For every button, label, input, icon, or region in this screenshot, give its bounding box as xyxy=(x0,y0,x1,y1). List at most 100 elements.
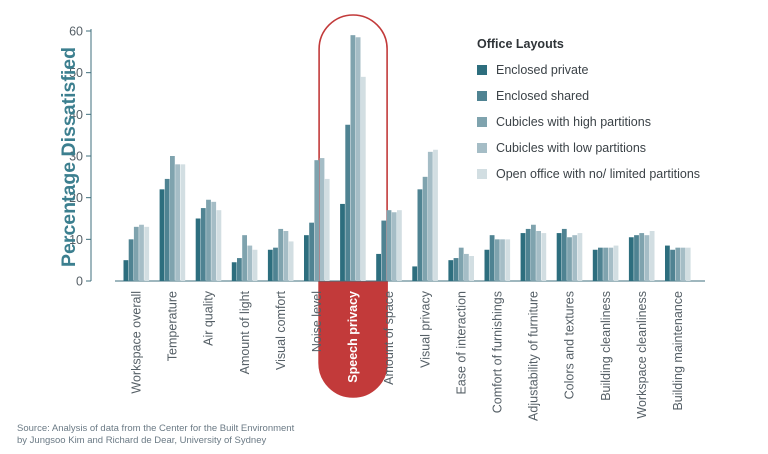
x-tick-label-visual-privacy: Visual privacy xyxy=(418,290,432,368)
x-tick-label-amount-of-space: Amount of space xyxy=(382,291,396,385)
bar-enclosed-private-visual-privacy xyxy=(412,266,418,281)
bar-cubicles-with-high-partitions-speech-privacy xyxy=(350,35,356,281)
x-tick-label-ease-of-interaction: Ease of interaction xyxy=(454,291,468,395)
bar-open-office-with-no-limited-partitions-ease-of-interaction xyxy=(469,256,474,281)
bar-cubicles-with-low-partitions-noise-level xyxy=(319,158,325,281)
bar-cubicles-with-high-partitions-colors-and-textures xyxy=(567,237,572,281)
bar-cubicles-with-low-partitions-amount-of-space xyxy=(391,212,397,281)
y-tick-label: 40 xyxy=(69,108,83,122)
bar-enclosed-private-temperature xyxy=(159,189,165,281)
bar-enclosed-private-noise-level xyxy=(304,235,309,281)
bar-enclosed-private-amount-of-space xyxy=(376,253,381,281)
legend-swatch-enclosed-private xyxy=(477,65,487,75)
legend-label-enclosed-shared: Enclosed shared xyxy=(496,89,589,103)
bar-open-office-with-no-limited-partitions-temperature xyxy=(180,164,186,281)
legend-label-cubicles-with-low-partitions: Cubicles with low partitions xyxy=(496,141,646,155)
bar-cubicles-with-low-partitions-building-maintenance xyxy=(680,247,686,281)
bar-cubicles-with-low-partitions-visual-comfort xyxy=(283,231,289,281)
x-tick-label-visual-comfort: Visual comfort xyxy=(274,290,288,369)
bar-enclosed-private-adjustability-of-furniture xyxy=(520,233,526,281)
bar-enclosed-shared-colors-and-textures xyxy=(561,228,567,281)
bar-cubicles-with-high-partitions-workspace-overall xyxy=(133,226,139,281)
bar-open-office-with-no-limited-partitions-workspace-cleanliness xyxy=(649,231,655,281)
bar-cubicles-with-high-partitions-amount-of-light xyxy=(242,235,247,281)
bar-enclosed-shared-amount-of-space xyxy=(381,220,387,281)
bar-cubicles-with-low-partitions-air-quality xyxy=(211,201,217,281)
x-tick-label-comfort-of-furnishings: Comfort of furnishings xyxy=(491,291,505,413)
bar-enclosed-shared-noise-level xyxy=(309,222,314,281)
source-note-line-1: Source: Analysis of data from the Center… xyxy=(17,423,295,434)
bar-enclosed-shared-air-quality xyxy=(200,208,206,281)
bar-cubicles-with-low-partitions-building-cleanliness xyxy=(608,247,614,281)
legend-label-open-office-with-no-limited-partitions: Open office with no/ limited partitions xyxy=(496,167,700,181)
bar-enclosed-private-visual-comfort xyxy=(267,249,273,281)
bar-cubicles-with-high-partitions-ease-of-interaction xyxy=(458,247,464,281)
bar-open-office-with-no-limited-partitions-visual-privacy xyxy=(433,149,438,281)
bar-open-office-with-no-limited-partitions-building-cleanliness xyxy=(613,245,619,281)
x-tick-label-workspace-overall: Workspace overall xyxy=(130,291,144,394)
bar-enclosed-private-workspace-cleanliness xyxy=(628,237,634,281)
y-tick-label: 60 xyxy=(69,25,83,39)
x-tick-label-colors-and-textures: Colors and textures xyxy=(563,291,577,399)
legend-swatch-enclosed-shared xyxy=(477,91,487,101)
y-axis-label: Percentage Dissatisfied xyxy=(58,47,80,267)
y-tick-label: 10 xyxy=(69,233,83,247)
x-tick-label-noise-level: Noise level xyxy=(310,291,324,352)
bar-enclosed-private-amount-of-light xyxy=(231,262,237,281)
bar-cubicles-with-low-partitions-amount-of-light xyxy=(247,245,253,281)
y-tick-label: 0 xyxy=(76,275,83,289)
bar-open-office-with-no-limited-partitions-building-maintenance xyxy=(685,247,691,281)
x-tick-label-air-quality: Air quality xyxy=(202,290,216,346)
bar-cubicles-with-low-partitions-temperature xyxy=(175,164,180,281)
bar-enclosed-private-building-cleanliness xyxy=(592,249,598,281)
bar-open-office-with-no-limited-partitions-noise-level xyxy=(324,178,330,281)
bar-cubicles-with-high-partitions-amount-of-space xyxy=(386,210,392,281)
bar-cubicles-with-low-partitions-ease-of-interaction xyxy=(464,253,469,281)
bar-open-office-with-no-limited-partitions-amount-of-space xyxy=(397,210,402,281)
legend-swatch-cubicles-with-low-partitions xyxy=(477,143,487,153)
bar-enclosed-private-building-maintenance xyxy=(665,245,670,281)
bar-open-office-with-no-limited-partitions-colors-and-textures xyxy=(577,233,583,281)
x-tick-label-workspace-cleanliness: Workspace cleanliness xyxy=(635,291,649,419)
highlight-label-background xyxy=(319,281,388,397)
legend-label-cubicles-with-high-partitions: Cubicles with high partitions xyxy=(496,115,651,129)
bar-enclosed-shared-workspace-cleanliness xyxy=(634,235,639,281)
source-note-line-2: by Jungsoo Kim and Richard de Dear, Univ… xyxy=(17,435,267,446)
bar-open-office-with-no-limited-partitions-air-quality xyxy=(216,210,222,281)
bar-open-office-with-no-limited-partitions-visual-comfort xyxy=(288,241,294,281)
bar-enclosed-shared-building-cleanliness xyxy=(598,247,603,281)
bar-cubicles-with-low-partitions-speech-privacy xyxy=(355,37,361,281)
bar-enclosed-shared-temperature xyxy=(164,178,170,281)
bar-cubicles-with-high-partitions-building-cleanliness xyxy=(603,247,608,281)
bar-enclosed-private-speech-privacy xyxy=(340,203,345,281)
bar-enclosed-shared-visual-comfort xyxy=(273,247,278,281)
legend-swatch-cubicles-with-high-partitions xyxy=(477,117,487,127)
bar-open-office-with-no-limited-partitions-workspace-overall xyxy=(144,226,150,281)
bar-cubicles-with-low-partitions-colors-and-textures xyxy=(572,235,578,281)
bar-open-office-with-no-limited-partitions-adjustability-of-furniture xyxy=(541,233,547,281)
legend-swatch-open-office-with-no-limited-partitions xyxy=(477,169,487,179)
bar-cubicles-with-high-partitions-visual-comfort xyxy=(278,228,284,281)
bar-enclosed-shared-ease-of-interaction xyxy=(453,258,459,281)
bar-cubicles-with-high-partitions-noise-level xyxy=(314,160,320,281)
bar-cubicles-with-high-partitions-adjustability-of-furniture xyxy=(531,224,536,281)
x-tick-label-building-cleanliness: Building cleanliness xyxy=(599,291,613,401)
bar-enclosed-shared-adjustability-of-furniture xyxy=(525,228,531,281)
legend-label-enclosed-private: Enclosed private xyxy=(496,63,588,77)
bar-enclosed-shared-amount-of-light xyxy=(237,258,242,281)
bar-cubicles-with-low-partitions-workspace-cleanliness xyxy=(644,235,650,281)
y-tick-label: 50 xyxy=(69,66,83,80)
bar-cubicles-with-high-partitions-workspace-cleanliness xyxy=(639,233,645,281)
bar-enclosed-shared-comfort-of-furnishings xyxy=(489,235,495,281)
bar-cubicles-with-low-partitions-visual-privacy xyxy=(427,151,433,281)
x-tick-label-building-maintenance: Building maintenance xyxy=(671,291,685,411)
legend-title: Office Layouts xyxy=(477,37,564,51)
bar-enclosed-private-ease-of-interaction xyxy=(448,260,454,281)
source-note: Source: Analysis of data from the Center… xyxy=(17,423,437,447)
y-tick-label: 20 xyxy=(69,191,83,205)
y-tick-label: 30 xyxy=(69,150,83,164)
bar-cubicles-with-low-partitions-comfort-of-furnishings xyxy=(500,239,505,281)
bar-open-office-with-no-limited-partitions-comfort-of-furnishings xyxy=(505,239,511,281)
